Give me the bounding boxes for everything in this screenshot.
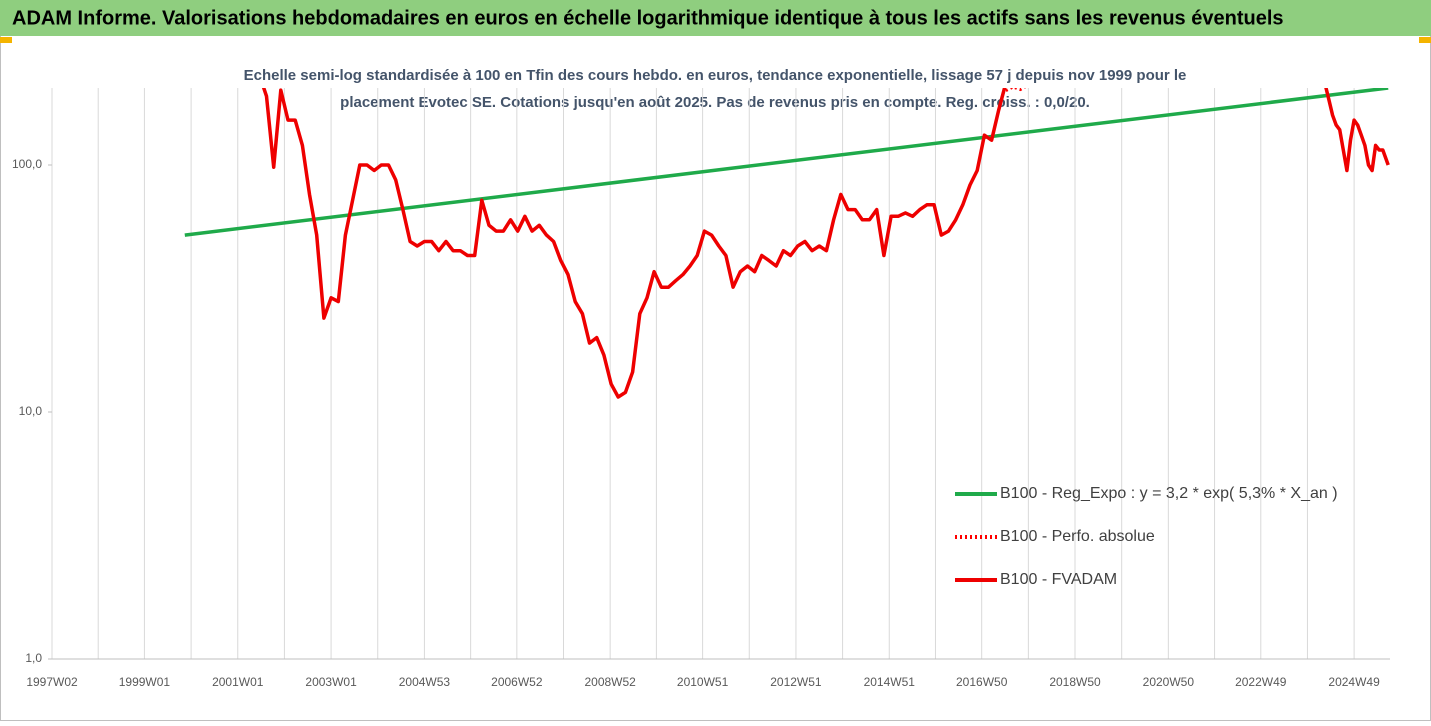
header-title: ADAM Informe. Valorisations hebdomadaire… — [12, 7, 1284, 29]
y-tick-label: 10,0 — [19, 404, 43, 418]
x-tick-label: 2008W52 — [584, 675, 636, 689]
x-tick-label: 2020W50 — [1143, 675, 1195, 689]
x-tick-label: 2001W01 — [212, 675, 264, 689]
chart-subtitle: Echelle semi-log standardisée à 100 en T… — [244, 67, 1187, 84]
x-tick-label: 2006W52 — [491, 675, 543, 689]
x-tick-label: 1997W02 — [26, 675, 78, 689]
y-tick-label: 100,0 — [12, 157, 42, 171]
series-line — [184, 88, 1389, 237]
x-tick-label: 1999W01 — [119, 675, 171, 689]
legend-label: B100 - Perfo. absolue — [1000, 528, 1155, 545]
series-line — [1005, 88, 1027, 92]
x-tick-label: 2010W51 — [677, 675, 729, 689]
x-tick-label: 2014W51 — [864, 675, 916, 689]
corner-mark — [1419, 37, 1431, 43]
x-tick-label: 2003W01 — [305, 675, 357, 689]
y-tick-label: 1,0 — [25, 651, 42, 665]
chart-subtitle: placement Evotec SE. Cotations jusqu'en … — [340, 94, 1090, 111]
x-tick-label: 2024W49 — [1328, 675, 1380, 689]
plot-area — [184, 88, 1390, 399]
x-tick-label: 2018W50 — [1049, 675, 1101, 689]
x-tick-label: 2012W51 — [770, 675, 822, 689]
corner-mark — [0, 37, 12, 43]
x-tick-label: 2016W50 — [956, 675, 1008, 689]
series-line — [261, 88, 1390, 399]
x-tick-label: 2022W49 — [1235, 675, 1287, 689]
legend-label: B100 - Reg_Expo : y = 3,2 * exp( 5,3% * … — [1000, 485, 1338, 502]
legend-label: B100 - FVADAM — [1000, 571, 1117, 588]
header-bar — [0, 0, 1431, 36]
x-tick-label: 2004W53 — [399, 675, 451, 689]
